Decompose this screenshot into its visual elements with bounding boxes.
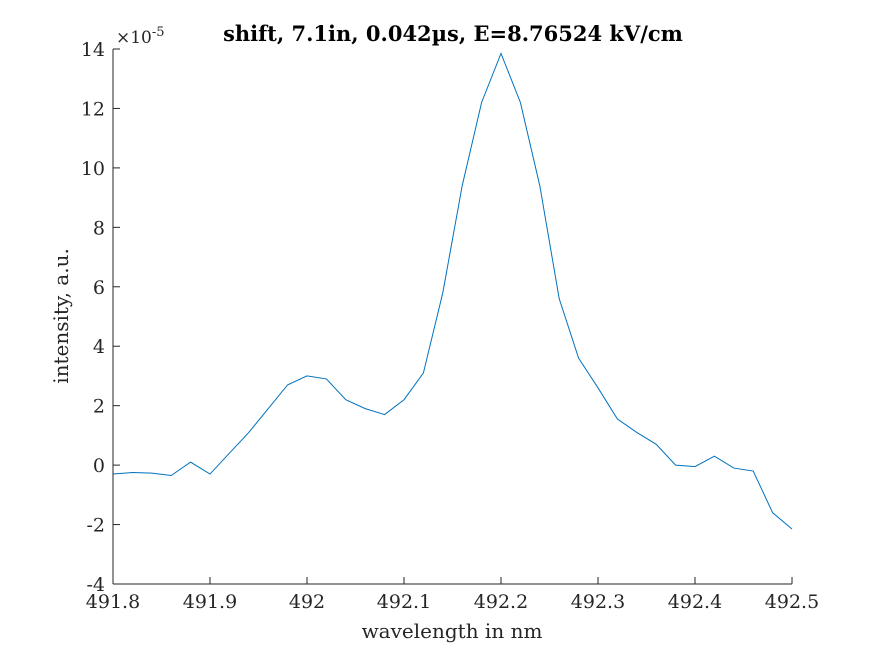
chart-title: shift, 7.1in, 0.042µs, E=8.76524 kV/cm (223, 21, 683, 46)
y-tick-label: -2 (86, 515, 105, 537)
y-tick-label: 8 (93, 217, 105, 239)
y-tick-label: 12 (81, 98, 105, 120)
y-tick-label: 2 (93, 396, 105, 418)
y-tick-label: 14 (81, 39, 105, 61)
x-tick-labels: 491.8 491.9 492 492.1 492.2 492.3 492.4 492.5 (86, 591, 819, 613)
x-tick-label: 492.5 (765, 591, 819, 613)
x-tick-label: 491.9 (183, 591, 237, 613)
x-tick-label: 492.3 (571, 591, 625, 613)
y-axis-label: intensity, a.u. (49, 248, 73, 384)
x-tick-label: 492.4 (668, 591, 722, 613)
y-tick-labels: -4 -2 0 2 4 6 8 10 12 14 (81, 39, 105, 596)
x-tick-label: 492.1 (377, 591, 431, 613)
y-tick-label: 4 (93, 336, 105, 358)
y-tick-label: 0 (93, 455, 105, 477)
plot-background (113, 49, 792, 584)
x-tick-label: 491.8 (86, 591, 140, 613)
y-tick-label: 10 (81, 158, 105, 180)
y-exponent-label: ×10-5 (116, 25, 165, 48)
x-tick-label: 492.2 (474, 591, 528, 613)
x-axis-label: wavelength in nm (362, 619, 543, 643)
series-line (112, 52, 793, 530)
ticks-layer (112, 48, 793, 585)
y-tick-label: -4 (86, 574, 105, 596)
y-tick-label: 6 (93, 277, 105, 299)
x-tick-label: 492 (289, 591, 325, 613)
